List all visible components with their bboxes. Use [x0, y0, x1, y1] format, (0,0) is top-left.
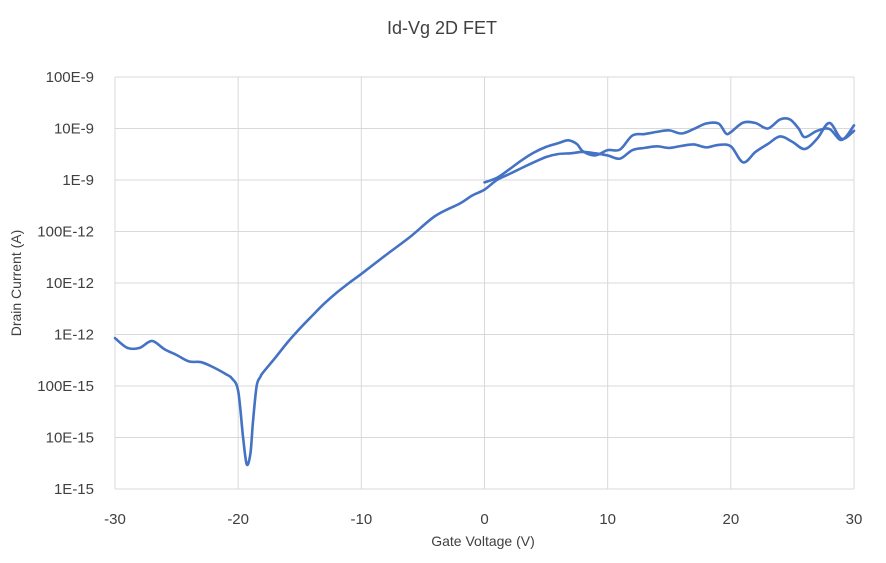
y-tick-label: 1E-12 [54, 327, 94, 344]
series-layer [113, 116, 856, 467]
x-tick-label: 10 [599, 511, 616, 528]
y-tick-label: 1E-9 [62, 172, 94, 189]
y-tick-label: 10E-15 [46, 430, 94, 447]
tick-labels: -30 -20 -10 0 10 20 30 1E-15 10E-15 100E-15 1E-12 1… [37, 69, 862, 528]
series-line-2 [113, 121, 856, 467]
y-tick-label: 100E-9 [46, 69, 94, 86]
x-tick-label: 20 [722, 511, 739, 528]
y-tick-label: 100E-12 [37, 224, 94, 241]
y-tick-label: 1E-15 [54, 481, 94, 498]
chart-title: Id-Vg 2D FET [387, 18, 497, 38]
x-tick-label: 30 [846, 511, 863, 528]
x-tick-label: -10 [350, 511, 372, 528]
x-tick-label: 0 [480, 511, 488, 528]
x-tick-label: -20 [227, 511, 249, 528]
x-axis-label: Gate Voltage (V) [431, 533, 535, 549]
y-tick-label: 10E-12 [46, 275, 94, 292]
grid [114, 76, 855, 490]
y-tick-label: 100E-15 [37, 378, 94, 395]
series-line-1 [483, 116, 856, 184]
x-tick-label: -30 [104, 511, 126, 528]
y-tick-label: 10E-9 [54, 121, 94, 138]
y-axis-label: Drain Current (A) [8, 230, 24, 337]
